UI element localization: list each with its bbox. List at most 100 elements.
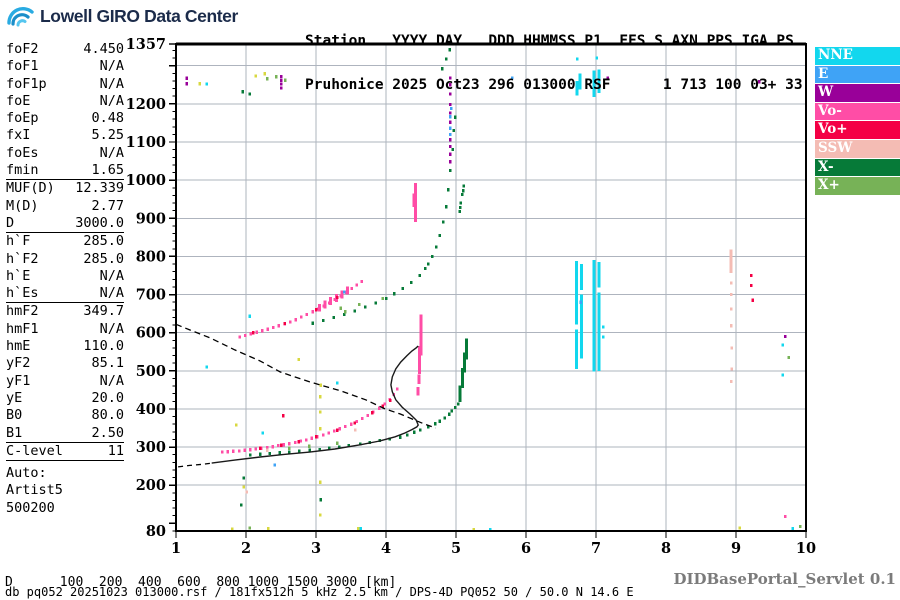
echo-point	[575, 57, 579, 61]
param-row: M(D) 2.77	[6, 198, 124, 215]
echo-point	[279, 82, 283, 86]
echo-point	[205, 82, 209, 86]
echo-point	[388, 437, 391, 441]
param-label: D	[6, 214, 15, 231]
echo-point	[438, 419, 442, 423]
echo-point	[750, 283, 753, 288]
echo-point	[271, 445, 274, 449]
echo-point	[248, 92, 251, 96]
echo-point	[327, 431, 330, 435]
echo-point	[272, 325, 275, 329]
y-tick-label: 600	[136, 325, 166, 342]
station-header-columns: Station YYYY DAY DDD HHMMSS P1 FFS S AXN…	[305, 33, 794, 49]
param-label: foF1	[6, 58, 39, 75]
param-section: hmF2 349.7 hmF1 N/A hmE 110.0 yF2 85.1 yF1 N/A yE 2…	[6, 303, 124, 443]
echo-point	[279, 86, 283, 90]
echo-point	[205, 365, 209, 369]
echo-point	[442, 220, 445, 224]
echo-point	[729, 307, 733, 311]
param-value: N/A	[99, 92, 124, 109]
y-tick-label: 900	[136, 210, 166, 227]
measurement-info-line: db pq052 20251023 013000.rsf / 181fx512h…	[5, 585, 634, 599]
echo-point	[294, 318, 297, 322]
echo-point	[254, 447, 258, 451]
echo-point	[335, 381, 339, 385]
echo-point	[347, 443, 351, 448]
param-row: fmin 1.65	[6, 162, 124, 179]
echo-bar	[417, 374, 421, 384]
echo-point	[454, 115, 457, 119]
echo-point	[238, 335, 241, 339]
echo-point	[462, 184, 465, 188]
trace-extrapolation-dashed	[178, 462, 212, 468]
distance-row: D 100 200 400 600 800 1000 1500 3000 [km…	[5, 575, 397, 590]
param-value: 0.48	[91, 110, 124, 127]
x-tick-label: 2	[241, 540, 251, 557]
param-row: fxI 5.25	[6, 127, 124, 144]
param-value: 110.0	[83, 338, 124, 355]
echo-point	[451, 148, 454, 152]
echo-point	[729, 324, 733, 328]
echo-point	[318, 447, 321, 451]
echo-point	[249, 448, 252, 452]
param-label: hmF1	[6, 320, 39, 337]
echo-point	[783, 334, 787, 339]
echo-point	[454, 405, 457, 410]
param-value: 20.0	[91, 389, 124, 406]
param-label: foF2	[6, 41, 39, 57]
param-value: 349.7	[83, 303, 124, 320]
echo-point	[358, 302, 361, 307]
param-row: foEs N/A	[6, 145, 124, 162]
param-row: yE 20.0	[6, 390, 124, 407]
param-value: 3000.0	[75, 214, 124, 231]
echo-point	[418, 273, 421, 278]
echo-point	[237, 449, 241, 453]
param-label: M(D)	[6, 197, 39, 214]
legend-item-e: E	[815, 65, 900, 84]
param-value: 4.450	[83, 41, 124, 57]
echo-bar	[340, 290, 344, 299]
echo-point	[319, 410, 322, 414]
transmission-curve-dashed	[175, 323, 436, 429]
echo-point	[355, 419, 358, 424]
y-tick-label: 500	[136, 363, 166, 380]
echo-point	[265, 448, 269, 452]
echo-point	[489, 527, 492, 532]
logo-wave-icon	[7, 7, 34, 27]
param-value: N/A	[99, 144, 124, 161]
echo-point	[242, 485, 246, 489]
echo-point	[449, 103, 452, 107]
echo-point	[374, 301, 377, 305]
echo-point	[729, 292, 733, 297]
y-tick-label: 1357	[126, 36, 166, 53]
echo-point	[265, 445, 269, 450]
x-tick-label: 1	[171, 540, 181, 557]
echo-point	[366, 413, 370, 418]
param-label: yF2	[6, 355, 31, 372]
y-tick-label: 1200	[126, 96, 166, 113]
echo-point	[426, 425, 430, 429]
echo-point	[405, 433, 409, 437]
echo-bar	[579, 294, 583, 359]
echo-point	[751, 298, 755, 302]
echo-point	[314, 435, 318, 439]
param-value: 12.339	[75, 180, 124, 197]
echo-point	[298, 449, 301, 453]
echo-point	[461, 193, 464, 197]
echo-point	[249, 453, 252, 457]
legend-item-ssw: SSW	[815, 139, 900, 158]
echo-point	[799, 524, 802, 529]
echo-point	[355, 283, 358, 287]
param-row: MUF(D) 12.339	[6, 180, 124, 197]
echo-point	[221, 450, 224, 454]
echo-point	[321, 433, 325, 437]
param-value: N/A	[99, 285, 124, 302]
echo-point	[308, 448, 311, 452]
y-tick-label: 200	[136, 477, 166, 494]
y-tick-label: 1100	[126, 134, 166, 151]
param-section: h`F 285.0 h`F2 285.0 h`E N/A h`Es N/A	[6, 233, 124, 304]
param-value: 80.0	[91, 407, 124, 424]
echo-point	[288, 446, 291, 450]
echo-point	[579, 300, 582, 304]
